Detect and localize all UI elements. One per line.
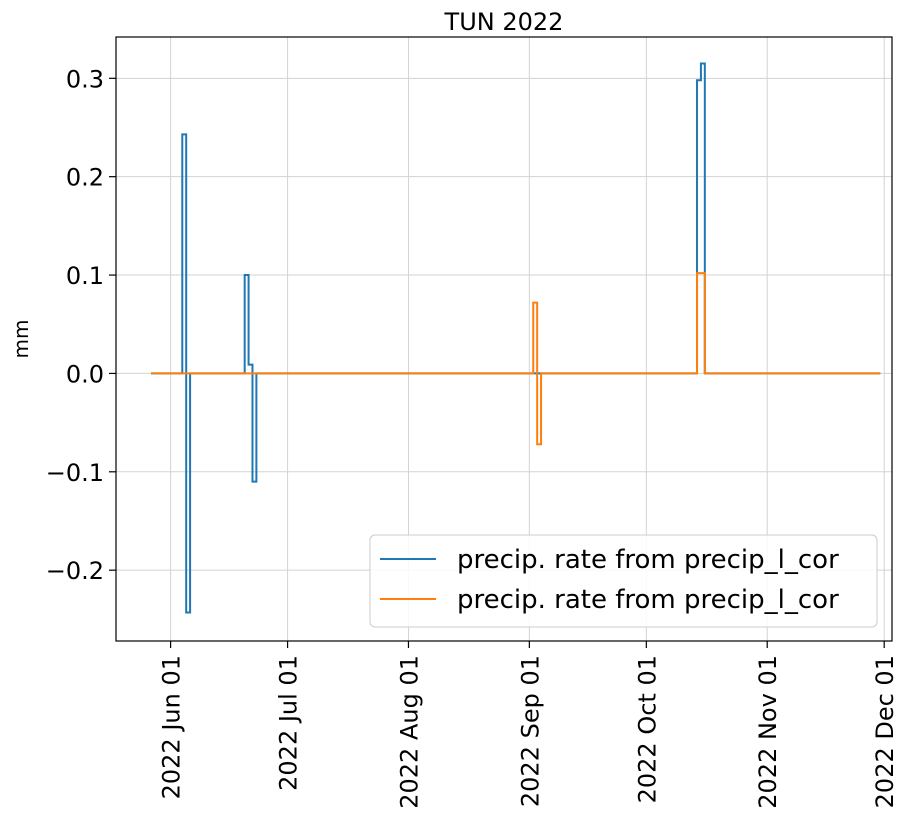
x-tick-label: 2022 Oct 01 xyxy=(633,655,661,803)
x-axis: 2022 Jun 01 2022 Jul 01 2022 Aug 01 2022 Se… xyxy=(158,641,899,809)
x-tick-label: 2022 Nov 01 xyxy=(754,655,782,809)
y-axis-label: mm xyxy=(9,320,33,359)
series-line-2 xyxy=(151,272,881,446)
x-tick-label: 2022 Dec 01 xyxy=(871,655,899,808)
series-layer xyxy=(151,62,881,614)
y-tick-label: 0.0 xyxy=(66,360,104,388)
series-line-1 xyxy=(151,62,881,614)
x-tick-label: 2022 Jul 01 xyxy=(275,655,303,791)
legend-label-1: precip. rate from precip_l_cor xyxy=(457,545,839,575)
y-tick-label: 0.3 xyxy=(66,65,104,93)
legend-box xyxy=(369,534,878,628)
y-tick-label: 0.1 xyxy=(66,262,104,290)
y-axis: 0.3 0.2 0.1 0.0 −0.1 −0.2 xyxy=(46,65,116,585)
y-tick-label: −0.2 xyxy=(46,557,104,585)
x-tick-label: 2022 Sep 01 xyxy=(516,655,544,807)
legend: precip. rate from precip_l_cor precip. ra… xyxy=(369,534,878,628)
y-tick-label: 0.2 xyxy=(66,164,104,192)
x-tick-label: 2022 Aug 01 xyxy=(395,655,423,809)
chart-title: TUN 2022 xyxy=(444,8,564,36)
plot-frame xyxy=(115,36,893,642)
y-tick-label: −0.1 xyxy=(46,459,104,487)
legend-label-2: precip. rate from precip_l_cor xyxy=(457,585,839,615)
x-tick-label: 2022 Jun 01 xyxy=(158,655,186,799)
